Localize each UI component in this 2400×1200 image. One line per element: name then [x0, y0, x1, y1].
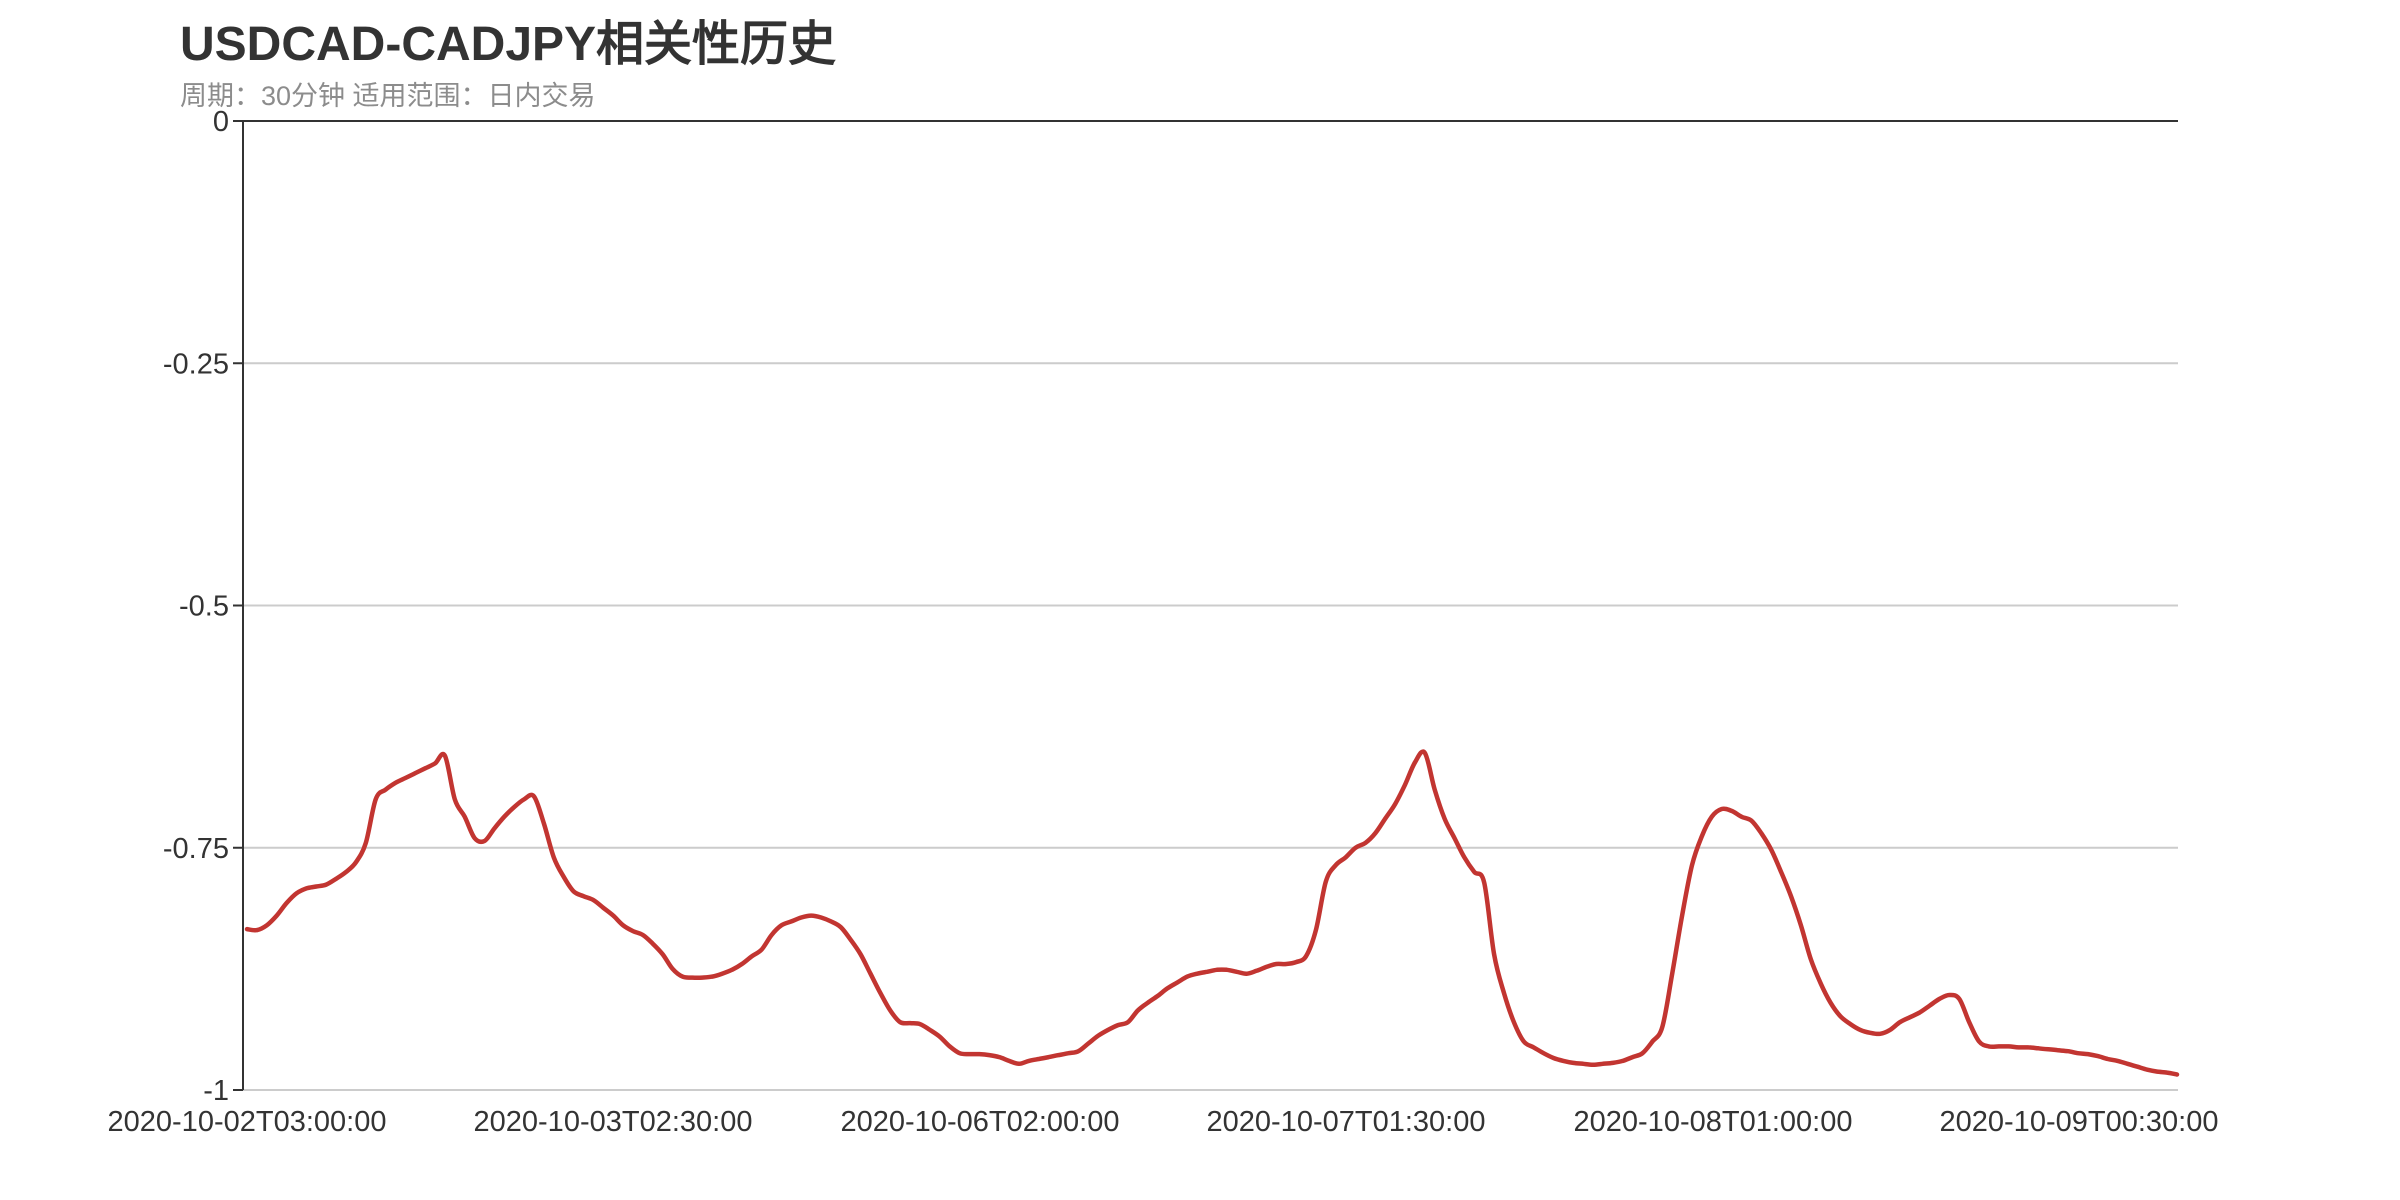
chart-subtitle: 周期：30分钟 适用范围：日内交易 [180, 81, 596, 111]
x-tick-label: 2020-10-07T01:30:00 [1207, 1106, 1486, 1138]
y-tick-label: 0 [213, 106, 229, 138]
y-tick-label: -1 [203, 1075, 229, 1107]
y-tick-labels: 0 -0.25 -0.5 -0.75 -1 [163, 106, 243, 1107]
y-tick-label: -0.75 [163, 833, 229, 865]
grid-lines [243, 362, 2178, 1091]
x-tick-label: 2020-10-08T01:00:00 [1574, 1106, 1853, 1138]
x-tick-label: 2020-10-02T03:00:00 [108, 1106, 387, 1138]
y-tick-label: -0.25 [163, 348, 229, 380]
x-tick-label: 2020-10-06T02:00:00 [841, 1106, 1120, 1138]
chart-title: USDCAD-CADJPY相关性历史 [180, 18, 837, 71]
series-line [244, 749, 2180, 1077]
x-tick-label: 2020-10-03T02:30:00 [474, 1106, 753, 1138]
y-tick-label: -0.5 [179, 591, 229, 623]
x-tick-label: 2020-10-09T00:30:00 [1940, 1106, 2219, 1138]
x-tick-labels: 2020-10-02T03:00:00 2020-10-03T02:30:00 20… [108, 1106, 2219, 1138]
